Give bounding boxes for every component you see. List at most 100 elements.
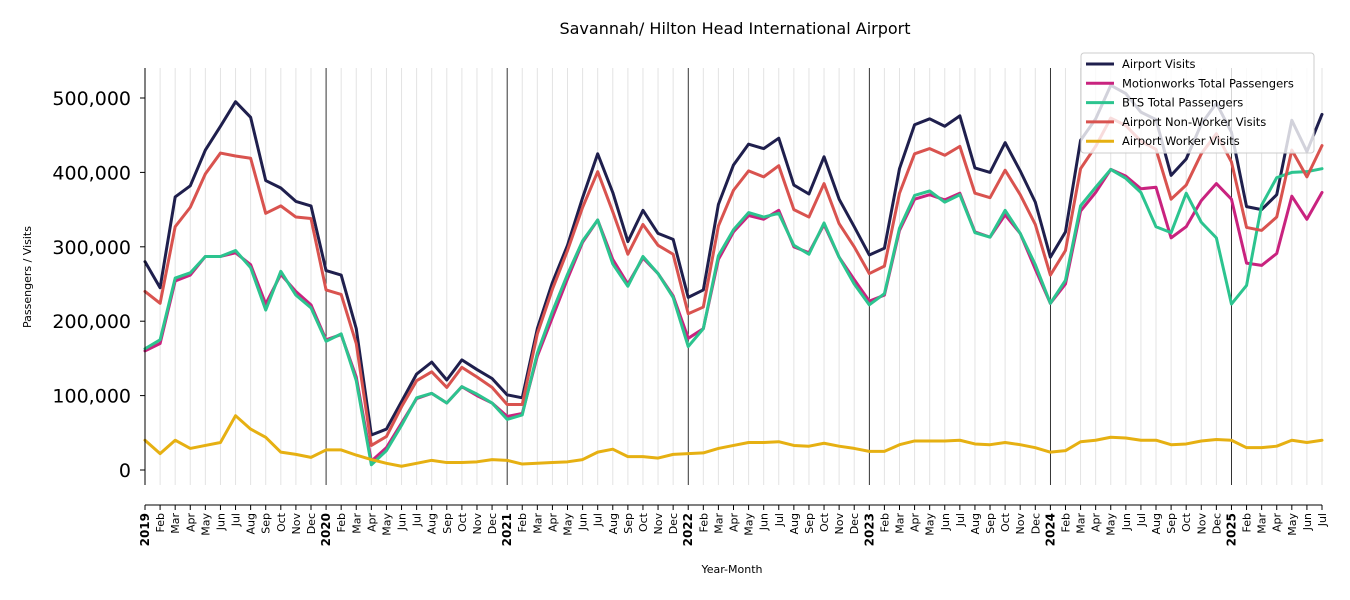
y-tick-label: 300,000 <box>52 237 131 259</box>
x-tick-label-month: Aug <box>426 513 439 534</box>
x-tick-label-month: Jun <box>214 513 227 531</box>
legend-label: Airport Worker Visits <box>1122 134 1240 148</box>
x-tick-label-month: Dec <box>1029 513 1042 534</box>
x-tick-label-month: Sep <box>984 513 997 534</box>
y-tick-label: 0 <box>119 460 131 482</box>
x-tick-label-month: Sep <box>1165 513 1178 534</box>
x-tick-label-month: Mar <box>350 513 363 534</box>
x-tick-label-month: Sep <box>441 513 454 534</box>
x-tick-label-month: Mar <box>531 513 544 534</box>
x-tick-label-month: Jun <box>396 513 409 531</box>
x-tick-label-month: Dec <box>848 513 861 534</box>
x-tick-label-month: Nov <box>833 513 846 535</box>
x-tick-label-month: May <box>199 513 212 536</box>
series-line-airport-worker-visits <box>143 414 1324 468</box>
x-tick-label-month: Feb <box>1241 513 1254 532</box>
x-tick-label-month: Nov <box>1195 513 1208 535</box>
legend-label: Airport Non-Worker Visits <box>1122 115 1266 129</box>
x-tick-label-month: Jun <box>758 513 771 531</box>
x-tick-label-month: Jul <box>230 513 243 527</box>
x-tick-label-month: May <box>1105 513 1118 536</box>
x-tick-label-month: Dec <box>667 513 680 534</box>
x-tick-label-month: Jul <box>1316 513 1329 527</box>
x-tick-label-month: Nov <box>290 513 303 535</box>
x-tick-label-month: Feb <box>697 513 710 532</box>
x-tick-label-month: Aug <box>245 513 258 534</box>
x-tick-label-month: Dec <box>305 513 318 534</box>
x-tick-label-month: Feb <box>335 513 348 532</box>
x-tick-label-month: Apr <box>1090 513 1103 533</box>
x-tick-label-month: Jun <box>1301 513 1314 531</box>
x-tick-label-month: Jul <box>773 513 786 527</box>
y-tick-label: 500,000 <box>52 88 131 110</box>
y-axis: 0 100,000 200,000 300,000 400,000 500,000 <box>52 68 146 485</box>
x-tick-label-year: 2023 <box>862 513 876 546</box>
x-tick-label-month: Nov <box>471 513 484 535</box>
x-tick-label-month: Aug <box>1150 513 1163 534</box>
x-tick-label-month: Apr <box>728 513 741 533</box>
x-tick-label-month: Sep <box>622 513 635 534</box>
x-tick-label-month: Mar <box>1256 513 1269 534</box>
x-tick-label-month: Jul <box>411 513 424 527</box>
y-tick-label: 400,000 <box>52 162 131 184</box>
x-tick-label-month: Aug <box>607 513 620 534</box>
x-tick-label-year: 2024 <box>1043 513 1057 546</box>
legend-label: Airport Visits <box>1122 57 1196 71</box>
x-tick-label-year: 2019 <box>138 513 152 546</box>
x-tick-label-month: Oct <box>1180 512 1193 532</box>
x-tick-label-month: Sep <box>260 513 273 534</box>
x-tick-label-month: Mar <box>1075 513 1088 534</box>
x-tick-label-month: Jul <box>592 513 605 527</box>
x-tick-label-month: Oct <box>637 512 650 532</box>
x-tick-label-month: Mar <box>712 513 725 534</box>
x-tick-label-month: Aug <box>969 513 982 534</box>
x-tick-label-month: Oct <box>999 512 1012 532</box>
x-axis: 2019 Feb Mar Apr May Jun Jul Aug Sep Oct Nov Dec 202… <box>138 504 1329 546</box>
x-tick-label-year: 2022 <box>681 513 695 546</box>
x-tick-label-month: Feb <box>878 513 891 532</box>
x-tick-label-month: Nov <box>652 513 665 535</box>
grid <box>144 68 1323 485</box>
x-tick-label-month: Jul <box>954 513 967 527</box>
x-tick-label-month: Apr <box>1271 513 1284 533</box>
x-tick-label-month: Aug <box>788 513 801 534</box>
x-tick-label-month: May <box>743 513 756 536</box>
x-tick-label-month: May <box>1286 513 1299 536</box>
x-tick-label-month: Nov <box>1014 513 1027 535</box>
x-tick-label-month: Mar <box>893 513 906 534</box>
x-tick-label-month: Apr <box>909 513 922 533</box>
x-tick-label-month: Oct <box>456 512 469 532</box>
y-tick-label: 200,000 <box>52 311 131 333</box>
x-tick-label-month: Mar <box>169 513 182 534</box>
x-tick-label-month: Jul <box>1135 513 1148 527</box>
x-tick-label-month: Jun <box>577 513 590 531</box>
x-tick-label-month: Dec <box>1210 513 1223 534</box>
x-tick-label-month: May <box>562 513 575 536</box>
legend-label: Motionworks Total Passengers <box>1122 76 1294 90</box>
legend: Airport Visits Motionworks Total Passenge… <box>1080 52 1315 154</box>
x-tick-label-month: Apr <box>365 513 378 533</box>
x-tick-label-month: Oct <box>818 512 831 532</box>
x-tick-label-month: Apr <box>546 513 559 533</box>
x-tick-label-year: 2020 <box>319 513 333 546</box>
x-tick-label-month: Feb <box>154 513 167 532</box>
chart-title: Savannah/ Hilton Head International Airp… <box>559 19 910 38</box>
x-tick-label-month: May <box>380 513 393 536</box>
x-tick-label-month: Dec <box>486 513 499 534</box>
x-tick-label-month: Oct <box>275 512 288 532</box>
x-tick-label-month: May <box>924 513 937 536</box>
x-tick-label-month: Sep <box>803 513 816 534</box>
y-axis-title: Passengers / Visits <box>21 226 34 328</box>
x-tick-label-year: 2021 <box>500 513 514 546</box>
x-tick-label-month: Jun <box>939 513 952 531</box>
x-tick-label-month: Apr <box>184 513 197 533</box>
y-tick-label: 100,000 <box>52 386 131 408</box>
series-line-bts-total-passengers <box>143 167 1324 467</box>
x-tick-label-month: Feb <box>516 513 529 532</box>
x-axis-title: Year-Month <box>700 563 762 576</box>
x-tick-label-month: Jun <box>1120 513 1133 531</box>
legend-label: BTS Total Passengers <box>1122 96 1243 110</box>
x-tick-label-month: Feb <box>1059 513 1072 532</box>
legend-box <box>1080 52 1315 154</box>
